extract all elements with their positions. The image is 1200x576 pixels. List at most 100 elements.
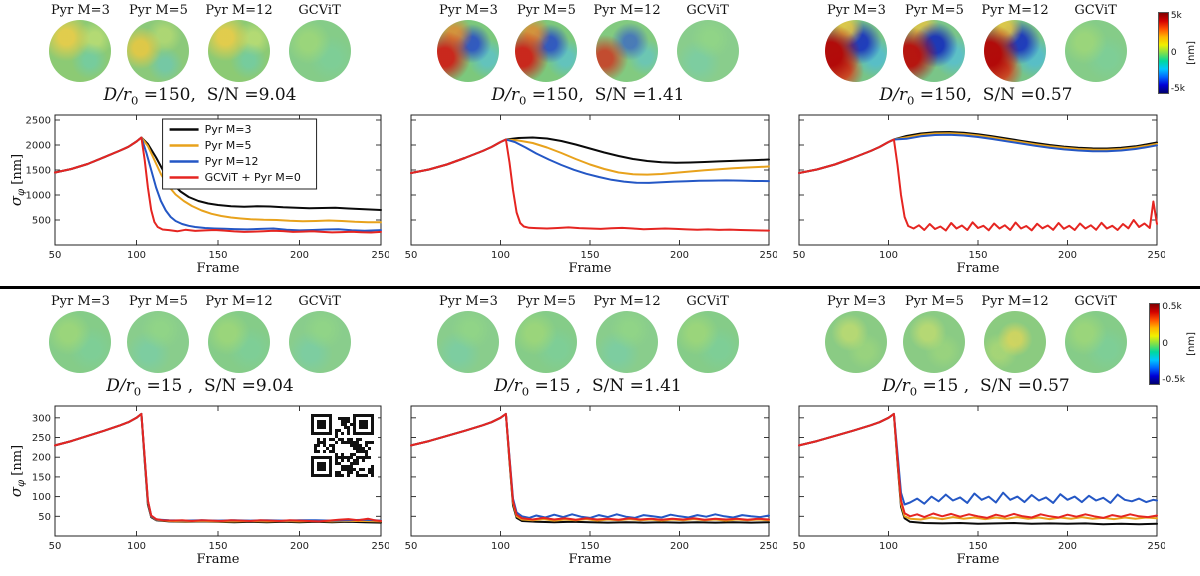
disc-label: Pyr M=12 — [593, 294, 661, 309]
disc-column: Pyr M=5 — [903, 3, 966, 82]
colorbar-gradient — [1149, 303, 1161, 385]
y-tick-label: 500 — [32, 216, 51, 227]
disc-column: GCViT — [288, 294, 351, 373]
panel-title: D/r0 =150, S/N =1.41 — [394, 85, 782, 108]
panel-title: D/r0 =15 , S/N =1.41 — [394, 376, 782, 399]
x-tick-label: 250 — [1147, 541, 1165, 552]
x-tick-label: 200 — [290, 250, 309, 261]
disc-column: Pyr M=12 — [981, 294, 1049, 373]
disc-column: GCViT — [1064, 294, 1127, 373]
figure-row-dr150: Pyr M=3 Pyr M=5 Pyr M=12 GCViT D/r0 =150, S/… — [0, 0, 1200, 284]
wavefront-disc — [49, 20, 112, 82]
title-values: =150, S/N =0.57 — [914, 85, 1073, 105]
colorbar-bottom-label: -0.5k — [1162, 375, 1185, 385]
x-tick-label: 50 — [405, 541, 418, 552]
title-variable: D/r — [494, 376, 522, 396]
line-chart: 50 100 150 200 250 Frame — [793, 114, 1167, 276]
legend-entry-label: GCViT + Pyr M=0 — [205, 171, 301, 184]
row-separator — [0, 286, 1200, 289]
legend-entry-label: Pyr M=12 — [205, 155, 259, 168]
wavefront-disc — [676, 311, 739, 373]
series-line — [798, 138, 1158, 232]
disc-column: Pyr M=5 — [515, 3, 578, 82]
title-variable: D/r — [106, 376, 134, 396]
title-variable: D/r — [491, 85, 520, 105]
y-axis-label: σφ [nm] — [9, 154, 27, 206]
disc-label: Pyr M=5 — [128, 294, 188, 309]
colorbar-row2: 0.5k 0 -0.5k [nm] — [1149, 303, 1197, 385]
qr-code — [307, 410, 378, 485]
wavefront-disc — [1064, 311, 1127, 373]
line-chart: 50 100 150 200 250 500 1000 1500 2000 2500 Frame σφ… — [7, 114, 391, 276]
disc-column: Pyr M=12 — [981, 3, 1049, 82]
panel-title: D/r0 =150, S/N =0.57 — [782, 85, 1170, 108]
legend-entry-label: Pyr M=3 — [205, 123, 252, 136]
colorbar-top-label: 5k — [1170, 11, 1182, 21]
wavefront-disc — [437, 20, 500, 82]
series-line — [798, 412, 1158, 519]
disc-row: Pyr M=3 Pyr M=5 Pyr M=12 GCViT — [6, 3, 394, 82]
figure-panel: Pyr M=3 Pyr M=5 Pyr M=12 GCViT D/r0 =15 , S/… — [782, 291, 1170, 574]
disc-label: Pyr M=12 — [593, 3, 661, 18]
disc-column: GCViT — [676, 294, 739, 373]
title-subscript: 0 — [131, 93, 139, 108]
figure-panel: Pyr M=3 Pyr M=5 Pyr M=12 GCViT D/r0 =15 , S/… — [6, 291, 394, 574]
x-tick-label: 50 — [793, 250, 806, 261]
colorbar-unit-label: [nm] — [1186, 332, 1197, 356]
disc-column: Pyr M=3 — [825, 3, 888, 82]
panel-title: D/r0 =15 , S/N =0.57 — [782, 376, 1170, 399]
colorbar-bottom-label: -5k — [1170, 84, 1185, 94]
line-chart: 50 100 150 200 250 Frame — [405, 405, 779, 567]
figure-row-dr15: Pyr M=3 Pyr M=5 Pyr M=12 GCViT D/r0 =15 , S/… — [0, 291, 1200, 575]
x-axis-label: Frame — [196, 552, 239, 567]
x-tick-label: 50 — [405, 250, 418, 261]
wavefront-disc — [208, 311, 270, 373]
disc-label: Pyr M=3 — [50, 294, 110, 309]
x-tick-label: 250 — [759, 541, 777, 552]
colorbar-mid-label: 0 — [1162, 338, 1168, 349]
disc-row: Pyr M=3 Pyr M=5 Pyr M=12 GCViT — [782, 3, 1170, 82]
wavefront-disc — [515, 20, 578, 82]
series-line — [54, 136, 382, 234]
y-tick-label: 200 — [32, 453, 51, 464]
y-tick-label: 50 — [38, 512, 51, 523]
x-tick-label: 150 — [580, 250, 599, 261]
x-tick-label: 100 — [127, 541, 146, 552]
wavefront-disc — [903, 20, 966, 82]
colorbar-gradient — [1157, 12, 1169, 94]
disc-label: Pyr M=3 — [438, 294, 498, 309]
wavefront-disc — [515, 311, 578, 373]
x-tick-label: 250 — [1147, 250, 1165, 261]
y-tick-label: 150 — [32, 472, 51, 483]
x-tick-label: 200 — [1058, 250, 1077, 261]
disc-label: Pyr M=12 — [205, 294, 273, 309]
x-tick-label: 50 — [49, 250, 62, 261]
disc-label: GCViT — [1074, 3, 1117, 18]
x-tick-label: 100 — [491, 250, 510, 261]
series-line — [410, 138, 770, 232]
x-tick-label: 100 — [879, 541, 898, 552]
title-variable: D/r — [882, 376, 910, 396]
disc-label: GCViT — [686, 294, 729, 309]
chart-area: 50 100 150 200 250 Frame — [397, 400, 782, 574]
wavefront-disc — [127, 311, 190, 373]
x-tick-label: 200 — [290, 541, 309, 552]
disc-label: Pyr M=5 — [516, 294, 576, 309]
x-axis-label: Frame — [956, 261, 999, 276]
wavefront-disc — [596, 311, 658, 373]
series-line — [54, 412, 382, 523]
y-tick-label: 2500 — [26, 116, 51, 127]
wavefront-disc — [825, 20, 888, 82]
x-tick-label: 150 — [968, 250, 987, 261]
wavefront-disc — [596, 20, 658, 82]
figure-panel: Pyr M=3 Pyr M=5 Pyr M=12 GCViT D/r0 =150, S/… — [6, 0, 394, 283]
disc-column: Pyr M=12 — [593, 3, 661, 82]
x-axis-label: Frame — [568, 552, 611, 567]
line-chart: 50 100 150 200 250 Frame — [405, 114, 779, 276]
disc-column: Pyr M=5 — [127, 294, 190, 373]
x-tick-label: 250 — [371, 541, 389, 552]
wavefront-disc — [437, 311, 500, 373]
plot-box — [798, 405, 1158, 537]
disc-label: Pyr M=5 — [516, 3, 576, 18]
title-values: =150, S/N =9.04 — [138, 85, 297, 105]
